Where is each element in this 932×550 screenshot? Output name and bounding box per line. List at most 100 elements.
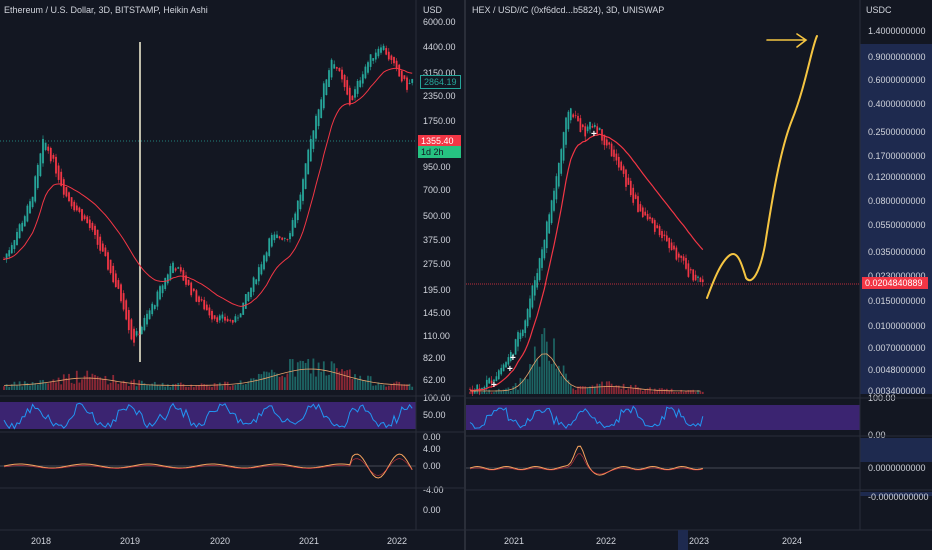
candle (531, 285, 534, 308)
volume-bar (122, 380, 125, 390)
volume-bar (140, 380, 143, 390)
volume-bar (309, 373, 312, 390)
right-macd-axis-highlight-2 (860, 492, 932, 496)
volume-bar (390, 383, 393, 390)
y-tick-label: 1750.00 (423, 116, 456, 126)
y-tick-label: 110.00 (423, 331, 450, 341)
volume-bar (651, 391, 654, 394)
volume-bar (229, 386, 232, 390)
volume-bar (680, 389, 683, 394)
candle (200, 299, 203, 301)
volume-bar (234, 384, 237, 390)
candle (348, 87, 351, 105)
candle (49, 147, 52, 162)
candle (550, 200, 553, 224)
candle (242, 302, 245, 315)
candle (16, 231, 18, 246)
volume-bar (247, 381, 250, 390)
candle (302, 179, 304, 201)
volume-bar (265, 371, 268, 390)
y-tick-label: 0.4000000000 (868, 99, 926, 109)
right-y-ticks: 1.4000000000 0.9000000000 0.6000000000 0.40… (868, 26, 926, 396)
candle (218, 315, 221, 321)
volume-bar (634, 384, 637, 394)
volume-bar (278, 376, 281, 390)
x-tick-label: 2018 (31, 536, 51, 546)
candle (239, 313, 242, 318)
candle (125, 300, 128, 320)
volume-bar (276, 373, 278, 390)
volume-bar (153, 381, 156, 390)
x-tick-label: 2024 (782, 536, 802, 546)
volume-bar (488, 389, 491, 394)
left-macd-line (3, 453, 413, 479)
volume-bar (312, 358, 315, 390)
left-candles (3, 43, 414, 347)
volume-bar (565, 373, 567, 394)
left-unit-label: USD (423, 5, 443, 15)
candle (317, 109, 320, 127)
candle (234, 316, 237, 323)
volume-bar (224, 381, 226, 390)
right-oscillator-line (469, 405, 704, 430)
volume-bar (23, 381, 26, 390)
candle (133, 328, 135, 343)
volume-bar (398, 381, 401, 390)
candle (265, 252, 268, 262)
volume-bar (21, 386, 24, 390)
time-axis: 2018 2019 2020 2021 2022 2021 2022 2023 2024 (31, 536, 802, 546)
candle (338, 67, 341, 72)
volume-bar (198, 385, 200, 390)
candle (675, 247, 678, 260)
candle (562, 132, 565, 161)
candle (312, 130, 315, 149)
volume-bar (682, 391, 685, 394)
volume-bar (346, 370, 349, 390)
volume-bar (591, 385, 594, 394)
candle (639, 204, 642, 212)
candle (120, 284, 122, 302)
candle (187, 279, 190, 285)
volume-bar (5, 384, 8, 390)
candle (211, 310, 213, 320)
x-tick-label: 2022 (387, 536, 407, 546)
volume-bar (52, 379, 55, 390)
volume-bar (622, 383, 625, 394)
candle (99, 236, 102, 251)
volume-bar (593, 386, 596, 394)
volume-bar (581, 386, 584, 394)
candle (637, 196, 639, 212)
candle (567, 111, 570, 130)
candle (315, 115, 317, 139)
candle (565, 117, 567, 145)
volume-bar (519, 378, 522, 394)
left-volume-bars (3, 358, 414, 390)
candle (569, 108, 572, 121)
volume-bar (661, 388, 663, 394)
candle (658, 226, 661, 236)
volume-bar (320, 371, 323, 390)
volume-bar (629, 384, 632, 394)
candle (203, 299, 206, 310)
y-tick-label: 950.00 (423, 162, 451, 172)
candle (208, 307, 211, 316)
candle (665, 235, 668, 242)
volume-bar (289, 359, 291, 390)
volume-bar (187, 386, 190, 390)
left-macd-ticks: 4.00 0.00 -4.00 0.00 (423, 444, 444, 515)
candle (335, 67, 338, 69)
volume-bar (341, 369, 343, 390)
candle (185, 275, 187, 285)
volume-bar (143, 383, 146, 390)
volume-bar (584, 386, 587, 394)
volume-bar (675, 392, 678, 394)
candle (651, 217, 654, 224)
y-tick-label: 275.00 (423, 259, 451, 269)
volume-bar (107, 384, 109, 390)
volume-bar (88, 377, 91, 390)
candle (641, 207, 644, 218)
candle (65, 187, 68, 197)
right-volume-bars (469, 328, 704, 394)
candle (497, 370, 500, 380)
